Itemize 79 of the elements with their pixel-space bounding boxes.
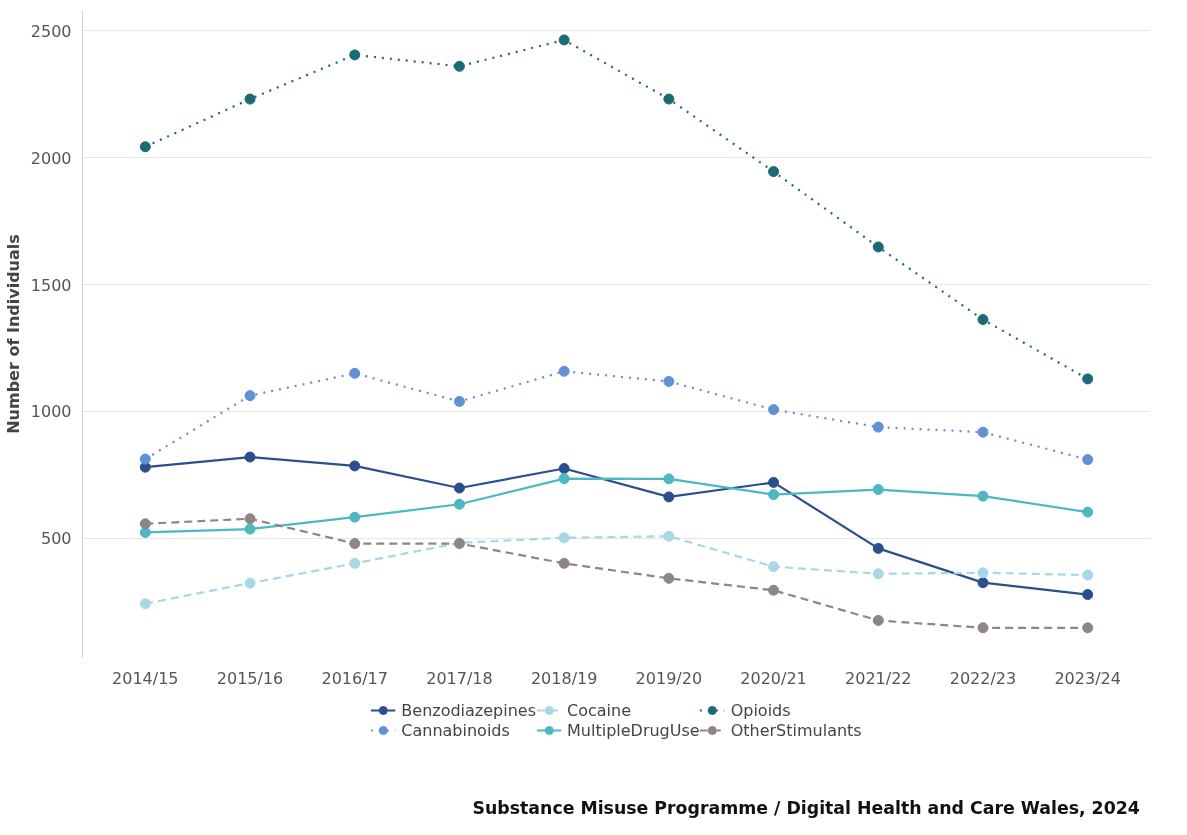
point <box>349 460 361 472</box>
x-tick-label: 2015/16 <box>216 668 284 688</box>
point <box>349 557 361 569</box>
point <box>139 453 151 465</box>
y-tick-label: 1000 <box>30 402 72 422</box>
point <box>768 404 780 416</box>
point <box>558 365 570 377</box>
legend-label: Opioids <box>730 700 791 720</box>
point <box>872 484 884 496</box>
point <box>244 390 256 402</box>
y-tick-label: 500 <box>40 529 72 549</box>
point <box>977 622 989 634</box>
point <box>872 568 884 580</box>
point <box>872 542 884 554</box>
point <box>768 584 780 596</box>
point <box>872 241 884 253</box>
point <box>663 93 675 105</box>
point <box>663 375 675 387</box>
point <box>768 561 780 573</box>
y-tick-label: 2000 <box>30 148 72 168</box>
point <box>663 530 675 542</box>
y-tick-label: 2500 <box>30 21 72 41</box>
point <box>244 513 256 525</box>
point <box>663 572 675 584</box>
y-axis-title: Number of Individuals <box>3 234 23 434</box>
x-tick-label: 2017/18 <box>426 668 493 688</box>
point <box>349 49 361 61</box>
point <box>453 482 465 494</box>
point <box>663 473 675 485</box>
point <box>977 567 989 579</box>
x-tick-label: 2016/17 <box>321 668 388 688</box>
point <box>768 476 780 488</box>
point <box>139 518 151 530</box>
point <box>872 421 884 433</box>
point <box>558 473 570 485</box>
point <box>1082 589 1094 601</box>
x-tick-label: 2018/19 <box>530 668 598 688</box>
point <box>1082 454 1094 466</box>
point <box>244 523 256 535</box>
x-tick-label: 2019/20 <box>635 668 703 688</box>
x-tick-label: 2023/24 <box>1054 668 1121 688</box>
point <box>1082 506 1094 518</box>
point <box>558 532 570 544</box>
x-tick-label: 2020/21 <box>740 668 807 688</box>
point <box>768 166 780 178</box>
point <box>453 60 465 72</box>
point <box>558 34 570 46</box>
text: Substance Misuse Programme / Digital Health and Care Wales, 2024 <box>472 797 1140 818</box>
point <box>349 538 361 550</box>
x-tick-label: 2021/22 <box>845 668 912 688</box>
point <box>244 93 256 105</box>
x-tick-label: 2022/23 <box>949 668 1017 688</box>
y-tick-label: 1500 <box>30 275 72 295</box>
point <box>139 598 151 610</box>
point <box>558 462 570 474</box>
point <box>977 314 989 326</box>
point <box>1082 622 1094 634</box>
point <box>453 396 465 407</box>
point <box>1082 373 1094 385</box>
legend-label: Cocaine <box>567 700 632 720</box>
legend-label: OtherStimulants <box>730 720 862 740</box>
point <box>244 577 256 589</box>
point <box>663 491 675 503</box>
point <box>558 557 570 569</box>
point <box>349 511 361 523</box>
legend-label: Benzodiazepines <box>401 700 537 720</box>
point <box>977 426 989 438</box>
point <box>139 141 151 153</box>
legend-label: Cannabinoids <box>401 720 510 740</box>
point <box>977 577 989 589</box>
point <box>872 614 884 626</box>
x-tick-label: 2014/15 <box>112 668 179 688</box>
point <box>1082 569 1094 581</box>
point <box>768 489 780 501</box>
point <box>349 367 361 379</box>
point <box>977 490 989 502</box>
point <box>453 498 465 510</box>
legend-label: MultipleDrugUse <box>567 720 700 740</box>
point <box>244 451 256 463</box>
